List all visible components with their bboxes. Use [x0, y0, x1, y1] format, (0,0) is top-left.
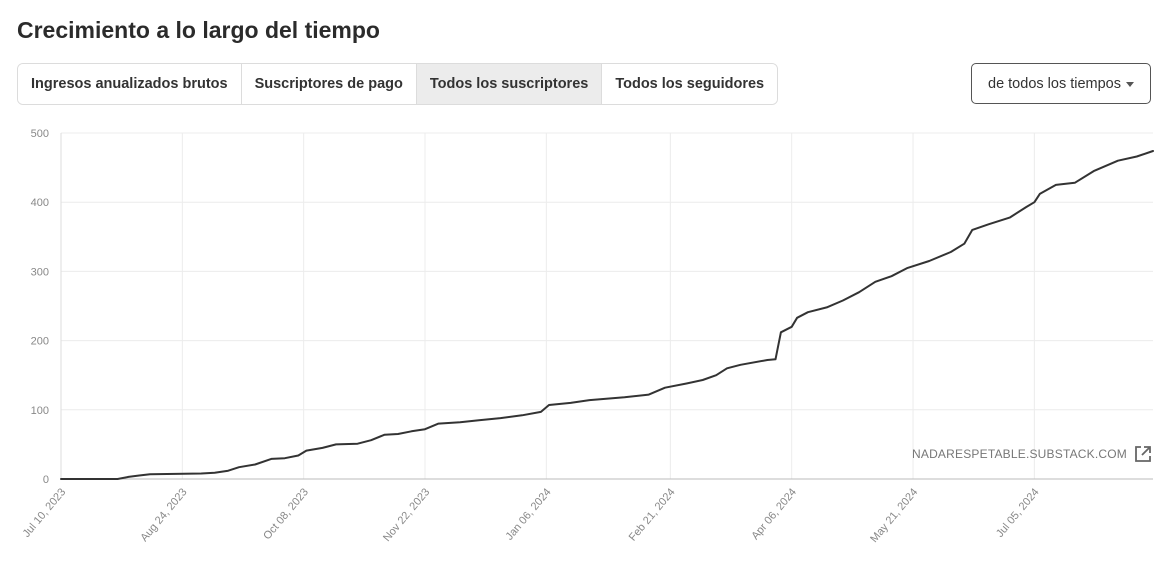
- y-tick-label: 200: [31, 336, 49, 348]
- x-tick-label: Jan 06, 2024: [504, 486, 554, 542]
- watermark-text: NADARESPETABLE.SUBSTACK.COM: [912, 447, 1128, 461]
- tab-todos-los-suscriptores[interactable]: Todos los suscriptores: [416, 64, 603, 104]
- metric-tabs: Ingresos anualizados brutos Suscriptores…: [17, 63, 779, 105]
- y-tick-label: 500: [31, 128, 49, 140]
- time-range-select[interactable]: de todos los tiempos: [971, 63, 1151, 104]
- x-tick-label: Nov 22, 2023: [381, 486, 432, 544]
- x-tick-label: Oct 08, 2023: [261, 486, 311, 542]
- y-tick-label: 100: [31, 405, 49, 417]
- time-range-value: de todos los tiempos: [988, 75, 1121, 92]
- y-tick-label: 0: [43, 474, 49, 486]
- y-tick-label: 400: [31, 197, 49, 209]
- tab-todos-los-seguidores[interactable]: Todos los seguidores: [602, 64, 778, 104]
- x-tick-label: Feb 21, 2024: [627, 486, 678, 543]
- page-title: Crecimiento a lo largo del tiempo: [17, 17, 380, 43]
- x-tick-label: Jul 05, 2024: [994, 486, 1042, 540]
- tab-suscriptores-de-pago[interactable]: Suscriptores de pago: [241, 64, 417, 104]
- tab-ingresos-anualizados[interactable]: Ingresos anualizados brutos: [18, 64, 242, 104]
- x-tick-label: Aug 24, 2023: [138, 486, 189, 544]
- series-line: [60, 150, 1154, 480]
- x-tick-label: May 21, 2024: [868, 486, 920, 545]
- y-tick-label: 300: [31, 266, 49, 278]
- x-tick-label: Apr 06, 2024: [749, 486, 799, 542]
- caret-down-icon: [1126, 82, 1134, 87]
- watermark: NADARESPETABLE.SUBSTACK.COM: [912, 444, 1153, 464]
- x-tick-label: Jul 10, 2023: [21, 486, 69, 540]
- external-link-icon[interactable]: [1133, 444, 1153, 464]
